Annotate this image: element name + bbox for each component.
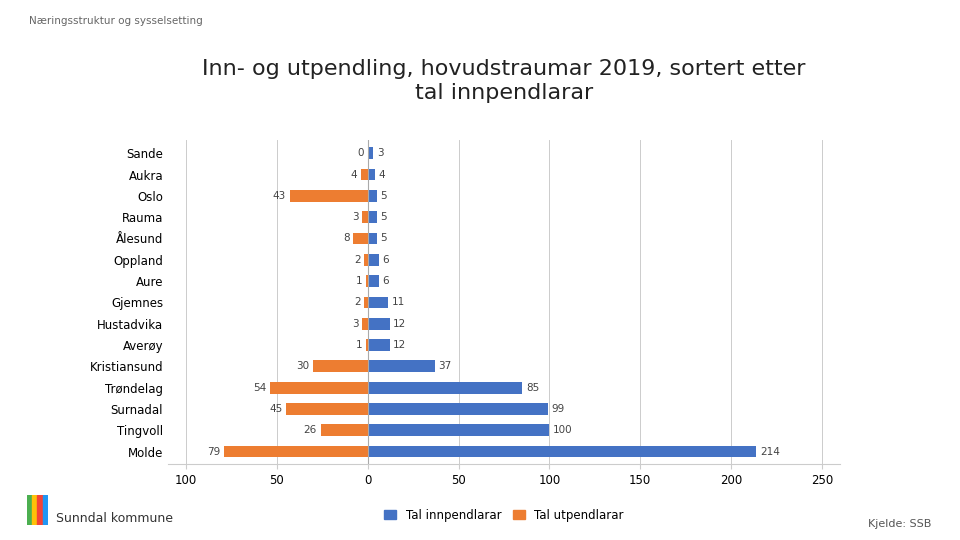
Text: 5: 5 bbox=[380, 191, 387, 201]
Text: 26: 26 bbox=[303, 426, 317, 435]
Bar bbox=[286, 403, 368, 415]
Text: 12: 12 bbox=[394, 319, 406, 329]
Text: 1: 1 bbox=[356, 340, 362, 350]
Text: 12: 12 bbox=[394, 340, 406, 350]
Bar bbox=[368, 254, 378, 266]
Bar bbox=[361, 168, 368, 180]
Bar bbox=[368, 211, 377, 223]
Text: 2: 2 bbox=[354, 255, 361, 265]
Bar bbox=[368, 446, 756, 457]
Text: 37: 37 bbox=[439, 361, 452, 372]
Text: 5: 5 bbox=[380, 212, 387, 222]
Bar bbox=[225, 446, 368, 457]
Bar bbox=[366, 339, 368, 351]
Text: 99: 99 bbox=[551, 404, 564, 414]
Bar bbox=[368, 275, 378, 287]
Text: 4: 4 bbox=[350, 170, 357, 179]
Bar bbox=[368, 190, 377, 201]
Text: 100: 100 bbox=[553, 426, 573, 435]
Bar bbox=[362, 211, 368, 223]
Bar bbox=[313, 361, 368, 372]
Bar bbox=[368, 382, 522, 394]
Text: 54: 54 bbox=[252, 383, 266, 393]
Bar bbox=[368, 168, 375, 180]
Text: 0: 0 bbox=[358, 148, 364, 158]
Text: 3: 3 bbox=[352, 319, 359, 329]
Text: 43: 43 bbox=[273, 191, 286, 201]
Text: Inn- og utpendling, hovudstraumar 2019, sortert etter
tal innpendlarar: Inn- og utpendling, hovudstraumar 2019, … bbox=[203, 59, 805, 103]
Bar bbox=[27, 495, 32, 525]
Bar bbox=[321, 424, 368, 436]
Bar bbox=[368, 147, 373, 159]
Text: 6: 6 bbox=[382, 276, 389, 286]
Bar bbox=[368, 339, 390, 351]
Text: 3: 3 bbox=[377, 148, 383, 158]
Bar bbox=[270, 382, 368, 394]
Bar bbox=[290, 190, 368, 201]
Text: Næringsstruktur og sysselsetting: Næringsstruktur og sysselsetting bbox=[29, 16, 203, 26]
Bar bbox=[368, 424, 549, 436]
Text: 4: 4 bbox=[378, 170, 385, 179]
Text: 8: 8 bbox=[343, 233, 349, 244]
Text: 3: 3 bbox=[352, 212, 359, 222]
Bar bbox=[368, 361, 435, 372]
Text: 85: 85 bbox=[526, 383, 540, 393]
Text: Sunndal kommune: Sunndal kommune bbox=[56, 512, 173, 525]
Bar bbox=[364, 254, 368, 266]
Bar bbox=[32, 495, 37, 525]
Bar bbox=[42, 495, 48, 525]
Bar bbox=[362, 318, 368, 329]
Text: 79: 79 bbox=[207, 447, 221, 457]
Bar bbox=[366, 275, 368, 287]
Legend: Tal innpendlarar, Tal utpendlarar: Tal innpendlarar, Tal utpendlarar bbox=[379, 504, 629, 526]
Text: 11: 11 bbox=[392, 298, 405, 307]
Bar bbox=[368, 403, 547, 415]
Text: 1: 1 bbox=[356, 276, 362, 286]
Bar bbox=[364, 296, 368, 308]
Bar bbox=[37, 495, 42, 525]
Text: 6: 6 bbox=[382, 255, 389, 265]
Text: 45: 45 bbox=[269, 404, 282, 414]
Bar bbox=[368, 318, 390, 329]
Bar bbox=[368, 296, 388, 308]
Text: 5: 5 bbox=[380, 233, 387, 244]
Text: Kjelde: SSB: Kjelde: SSB bbox=[868, 519, 931, 529]
Text: 30: 30 bbox=[297, 361, 310, 372]
Text: 214: 214 bbox=[760, 447, 780, 457]
Bar bbox=[368, 233, 377, 244]
Text: 2: 2 bbox=[354, 298, 361, 307]
Bar bbox=[353, 233, 368, 244]
